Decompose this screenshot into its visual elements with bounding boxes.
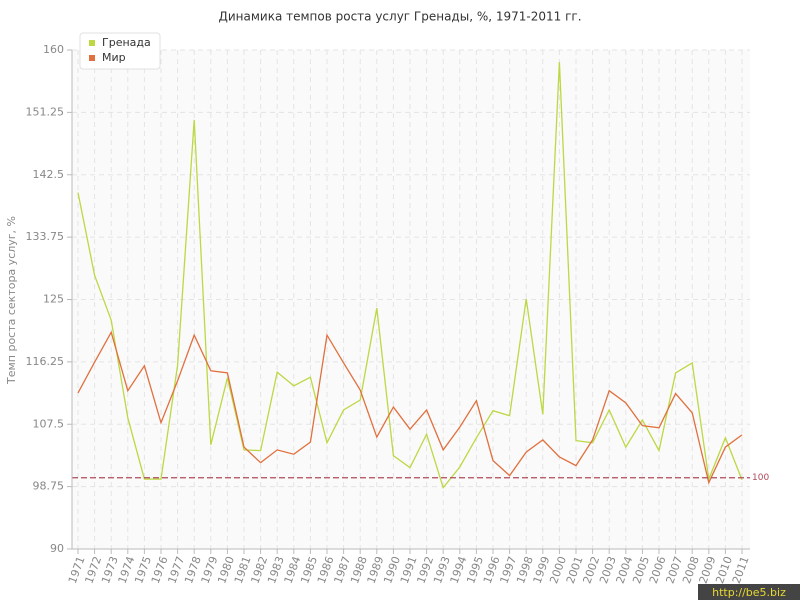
legend-box <box>79 32 161 70</box>
y-tick-label: 116.25 <box>26 355 65 368</box>
legend-label: Гренада <box>102 36 151 49</box>
legend-swatch <box>89 55 95 61</box>
y-tick-label: 151.25 <box>26 105 65 118</box>
legend-label: Мир <box>102 51 126 64</box>
legend: Гренада Мир <box>79 32 161 70</box>
y-tick-label: 125 <box>43 293 64 306</box>
y-axis-label: Темп роста сектора услуг, % <box>5 216 18 385</box>
watermark: http://be5.biz <box>712 586 786 599</box>
y-tick-label: 160 <box>43 43 64 56</box>
y-tick-label: 133.75 <box>26 230 65 243</box>
y-tick-label: 90 <box>50 542 64 555</box>
chart-title: Динамика темпов роста услуг Гренады, %, … <box>218 10 581 24</box>
reference-label: 100 <box>752 473 769 483</box>
series-line <box>77 62 743 490</box>
y-tick-label: 98.75 <box>33 480 65 493</box>
legend-swatch <box>89 40 95 46</box>
y-tick-label: 142.5 <box>33 168 65 181</box>
y-tick-label: 107.5 <box>33 417 65 430</box>
series-line <box>77 330 743 485</box>
watermark-bg <box>698 584 800 600</box>
